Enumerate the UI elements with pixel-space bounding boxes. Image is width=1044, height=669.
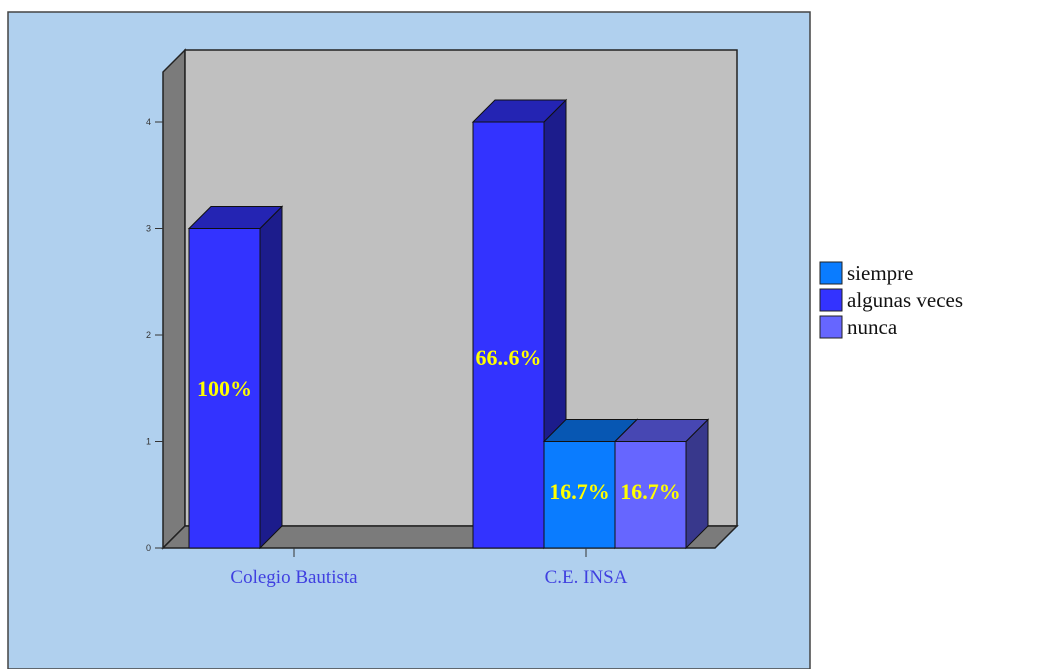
- bar: 66..6%: [471, 98, 568, 550]
- legend: siempre algunas veces nunca: [819, 261, 963, 339]
- x-tick-label: C.E. INSA: [545, 567, 628, 588]
- y-tick-label: 4: [146, 117, 151, 127]
- data-label: 100%: [197, 376, 252, 401]
- y-axis: 0 1 2 3 4: [146, 117, 163, 553]
- bar: 100%: [187, 205, 284, 550]
- bar-front: [188, 228, 261, 549]
- bar-front: [614, 441, 687, 549]
- data-label: 66..6%: [476, 345, 542, 370]
- legend-label: siempre: [847, 261, 913, 285]
- bar-front: [472, 121, 545, 549]
- x-tick-label: Colegio Bautista: [230, 567, 358, 588]
- y-tick-label: 0: [146, 543, 151, 553]
- y-tick-label: 2: [146, 330, 151, 340]
- y-tick-label: 1: [146, 437, 151, 447]
- bars-group: 100% 66..6% 16.7% 16.7%: [187, 98, 710, 550]
- legend-label: nunca: [847, 315, 898, 339]
- data-label: 16.7%: [620, 479, 681, 504]
- x-axis: Colegio Bautista C.E. INSA: [230, 548, 628, 588]
- bar: 16.7%: [613, 418, 710, 550]
- legend-swatch: [819, 261, 843, 285]
- side-wall: [162, 48, 186, 550]
- legend-label: algunas veces: [847, 288, 963, 312]
- data-label: 16.7%: [549, 479, 610, 504]
- y-tick-label: 3: [146, 224, 151, 234]
- bar-front: [543, 441, 616, 549]
- bar-side: [259, 205, 283, 550]
- legend-swatch: [819, 315, 843, 339]
- legend-swatch: [819, 288, 843, 312]
